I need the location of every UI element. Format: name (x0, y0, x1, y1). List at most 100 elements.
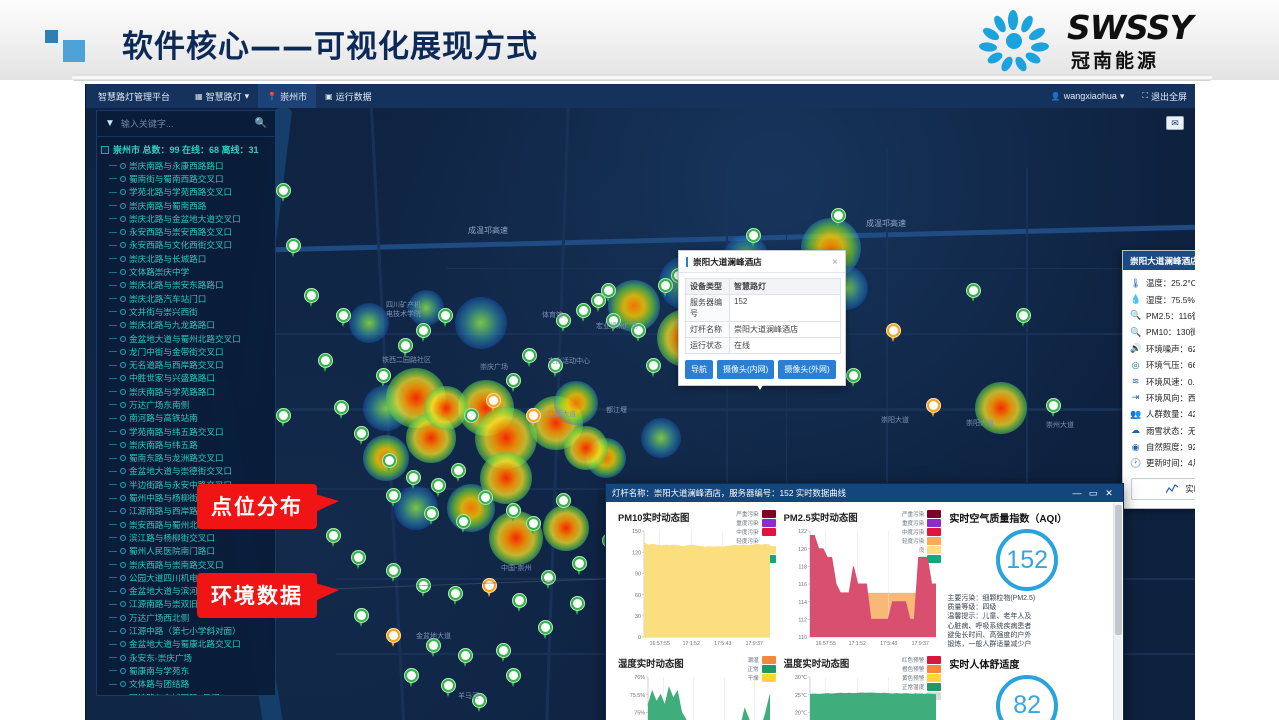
map-marker-streetlight[interactable] (448, 586, 463, 606)
map-marker-streetlight[interactable] (336, 308, 351, 328)
map-marker-streetlight[interactable] (646, 358, 661, 378)
tree-item[interactable]: 崇庆南路与学苑路路口 (97, 385, 275, 398)
search-icon[interactable]: 🔍 (254, 118, 267, 129)
tree-item[interactable]: 公园大道四川机电学院门口 (97, 571, 275, 584)
map-marker-streetlight[interactable] (431, 478, 446, 498)
tree-item[interactable]: 江源南路与西岸路交叉口 (97, 505, 275, 518)
tree-item[interactable]: 半边街路与永安中路交叉口 (97, 478, 275, 491)
map-marker-streetlight[interactable] (451, 463, 466, 483)
map-marker-streetlight[interactable] (276, 183, 291, 203)
map-marker-streetlight[interactable] (572, 556, 587, 576)
map-marker-streetlight[interactable] (354, 608, 369, 628)
device-tree[interactable]: 崇州市 总数：99 在线：68 离线：31 崇庆南路与永康西路路口 蜀南街与蜀南西… (97, 137, 275, 695)
map-marker-streetlight[interactable] (351, 550, 366, 570)
nav-item-city[interactable]: 📍 崇州市 (258, 84, 317, 108)
camera-extranet-button[interactable]: 摄像头(外网) (778, 360, 836, 379)
tree-item[interactable]: 金盆地大道与滨河路交叉口 (97, 585, 275, 598)
nav-item-runtime-data[interactable]: ▣ 运行数据 (316, 84, 381, 108)
tree-item-list[interactable]: 崇庆南路与永康西路路口 蜀南街与蜀南西路交叉口 学苑北路与学苑西路交叉口 崇庆南路与蜀… (97, 159, 275, 695)
map-marker-streetlight[interactable] (424, 506, 439, 526)
map-marker-streetlight[interactable] (570, 596, 585, 616)
map-marker-streetlight[interactable] (334, 400, 349, 420)
map-marker-streetlight[interactable] (404, 668, 419, 688)
map-marker-streetlight[interactable] (472, 693, 487, 713)
tree-item[interactable]: 永安西路与崇安西路交叉口 (97, 225, 275, 238)
search-input[interactable] (120, 118, 249, 129)
map-marker-streetlight[interactable] (746, 228, 761, 248)
tree-item[interactable]: 崇庆北路与金盆地大道交叉口 (97, 212, 275, 225)
tree-item[interactable]: 崇安西路与蜀州北路交叉口 (97, 518, 275, 531)
scrollbar-thumb[interactable] (1115, 505, 1122, 635)
tree-item[interactable]: 蜀南东路与龙洲路交叉口 (97, 452, 275, 465)
map-marker-streetlight[interactable] (631, 323, 646, 343)
map-marker-streetlight[interactable] (506, 503, 521, 523)
map-marker-streetlight[interactable] (304, 288, 319, 308)
tree-item[interactable]: 崇庆西路与崇南路交叉口 (97, 558, 275, 571)
tree-item[interactable]: 崇庆南路与永康西路路口 (97, 159, 275, 172)
map-marker-streetlight[interactable] (538, 620, 553, 640)
tree-item[interactable]: 南河路与高铁站南 (97, 412, 275, 425)
tree-item[interactable]: 文体路崇庆中学 (97, 265, 275, 278)
map-marker-streetlight[interactable] (326, 528, 341, 548)
close-icon[interactable]: ✕ (1105, 487, 1113, 498)
map-marker-streetlight[interactable] (416, 578, 431, 598)
tree-item[interactable]: 江源中路（第七小学斜对面） (97, 624, 275, 637)
tree-item[interactable]: 永安西路与文化西街交叉口 (97, 239, 275, 252)
realtime-chart-window[interactable]: 灯杆名称：崇阳大道澜峰酒店，服务器编号：152 实时数据曲线 — ▭ ✕ PM1… (605, 483, 1124, 720)
tree-item[interactable]: 崇庆北路汽车站门口 (97, 292, 275, 305)
device-tree-sidebar[interactable]: ▼ 🔍 崇州市 总数：99 在线：68 离线：31 崇庆南路与永康西路路口蜀南街… (96, 110, 276, 696)
tree-item[interactable]: 文井街与崇兴西街 (97, 305, 275, 318)
tree-item[interactable]: 学苑南路与纬五路交叉口 (97, 425, 275, 438)
tree-item[interactable]: 龙门中街与金带街交叉口 (97, 345, 275, 358)
map-marker-streetlight[interactable] (441, 678, 456, 698)
map-marker-streetlight[interactable] (354, 426, 369, 446)
map-marker-streetlight[interactable] (506, 373, 521, 393)
map-marker-streetlight[interactable] (426, 638, 441, 658)
map-marker-streetlight[interactable] (526, 408, 541, 428)
map-marker-streetlight[interactable] (556, 493, 571, 513)
map-marker-streetlight[interactable] (658, 278, 673, 298)
tree-item[interactable]: 文体路与团结路 (97, 678, 275, 691)
map-marker-streetlight[interactable] (831, 208, 846, 228)
camera-intranet-button[interactable]: 摄像头(内网) (717, 360, 775, 379)
tree-item[interactable]: 崇庆北路与崇安东路路口 (97, 279, 275, 292)
chart-pm25[interactable]: PM2.5实时动态图 严重污染重度污染中度污染轻度污染良优 1101121141… (780, 508, 944, 652)
chart-pm10[interactable]: PM10实时动态图 严重污染重度污染中度污染轻度污染良优 03060901201… (614, 508, 778, 652)
tree-item[interactable]: 学苑北路与学苑西路交叉口 (97, 186, 275, 199)
map-marker-streetlight[interactable] (1016, 308, 1031, 328)
map-marker-streetlight[interactable] (482, 578, 497, 598)
tree-item[interactable]: 蜀州人民医院南门路口 (97, 545, 275, 558)
tree-collapse-toggle[interactable] (101, 145, 109, 154)
tree-item[interactable]: 蜀康南与学苑东 (97, 664, 275, 677)
map-marker-streetlight[interactable] (496, 643, 511, 663)
tree-item[interactable]: 万达广场西北侧 (97, 611, 275, 624)
chart-window-scrollbar[interactable]: ▼ (1113, 503, 1122, 720)
tree-root-node[interactable]: 崇州市 总数：99 在线：68 离线：31 (97, 141, 275, 159)
close-icon[interactable]: × (832, 256, 838, 268)
map-marker-streetlight[interactable] (506, 668, 521, 688)
tree-item[interactable]: 中胜世家与兴盛路路口 (97, 372, 275, 385)
map-marker-streetlight[interactable] (276, 408, 291, 428)
map-marker-streetlight[interactable] (886, 323, 901, 343)
minimize-icon[interactable]: — (1072, 488, 1082, 498)
map-marker-streetlight[interactable] (386, 488, 401, 508)
map-marker-streetlight[interactable] (591, 293, 606, 313)
nav-item-streetlight[interactable]: ▦ 智慧路灯 ▾ (186, 84, 258, 108)
tree-item[interactable]: 崇庆北路与九龙路路口 (97, 319, 275, 332)
tree-item[interactable]: 蜀州中路与杨柳街交叉口 (97, 491, 275, 504)
map-marker-streetlight[interactable] (512, 593, 527, 613)
tree-item[interactable]: 金盆地大道与崇德街交叉口 (97, 465, 275, 478)
tree-item[interactable]: 崇庆北路与长城路口 (97, 252, 275, 265)
map-marker-streetlight[interactable] (1046, 398, 1061, 418)
map-marker-streetlight[interactable] (606, 313, 621, 333)
nav-exit-fullscreen[interactable]: ⛶ 退出全屏 (1133, 84, 1195, 108)
tree-item[interactable]: 江源南路与崇双旧线交叉口 (97, 598, 275, 611)
nav-user-menu[interactable]: 👤 wangxiaohua ▾ (1042, 84, 1134, 108)
device-info-popup[interactable]: 崇阳大道澜峰酒店 × 设备类型 智慧路灯 服务器编号 152 灯杆名称 崇阳大道澜峰酒店运… (678, 250, 846, 386)
chart-temperature[interactable]: 温度实时动态图 红色预警橙色预警黄色预警正常温度寒冷 0℃5℃10℃15℃20℃… (780, 654, 944, 720)
tree-item[interactable]: 金盆地大道与蜀州北路交叉口 (97, 332, 275, 345)
map-marker-streetlight[interactable] (526, 516, 541, 536)
tree-item[interactable]: 永安东-崇庆广场 (97, 651, 275, 664)
map-marker-streetlight[interactable] (318, 353, 333, 373)
